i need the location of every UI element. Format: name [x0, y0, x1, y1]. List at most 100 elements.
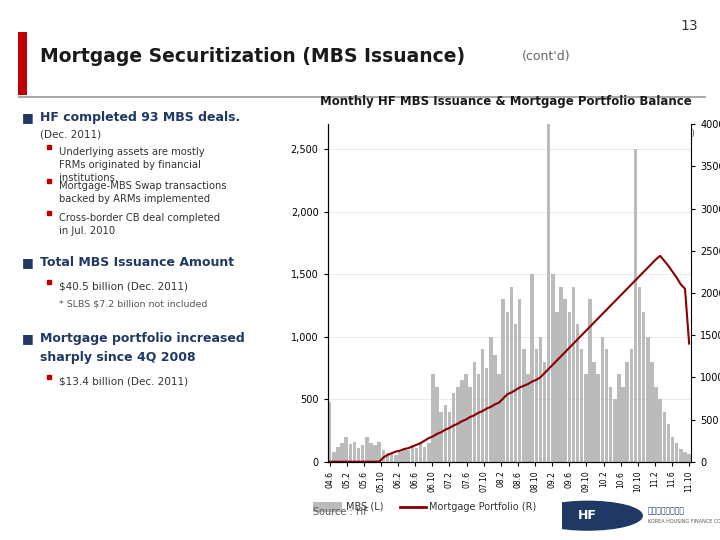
- Bar: [394, 455, 397, 462]
- Bar: [374, 446, 377, 462]
- Bar: [361, 446, 364, 462]
- Bar: [621, 387, 625, 462]
- Bar: [357, 448, 360, 462]
- Bar: [344, 437, 348, 462]
- Bar: [580, 349, 583, 462]
- Bar: [638, 287, 642, 462]
- Circle shape: [533, 501, 642, 530]
- Bar: [369, 443, 373, 462]
- Bar: [667, 424, 670, 462]
- Bar: [576, 324, 580, 462]
- Text: ■: ■: [22, 111, 33, 124]
- Bar: [382, 450, 385, 462]
- Bar: [472, 362, 476, 462]
- Bar: [646, 337, 649, 462]
- Bar: [390, 454, 393, 462]
- Bar: [481, 349, 485, 462]
- Bar: [328, 402, 331, 462]
- Text: ■: ■: [22, 332, 33, 345]
- Bar: [534, 349, 538, 462]
- Bar: [596, 374, 600, 462]
- Bar: [485, 368, 488, 462]
- Bar: [613, 399, 616, 462]
- Text: Underlying assets are mostly
FRMs originated by financial
institutions.: Underlying assets are mostly FRMs origin…: [59, 147, 204, 183]
- Bar: [348, 444, 352, 462]
- Text: HF: HF: [578, 509, 597, 522]
- Bar: [402, 449, 406, 462]
- Bar: [567, 312, 571, 462]
- Text: 한국주택금융공사: 한국주택금융공사: [648, 507, 685, 516]
- Text: (cont'd): (cont'd): [522, 50, 571, 63]
- Bar: [588, 299, 592, 462]
- Bar: [654, 387, 658, 462]
- Bar: [419, 442, 423, 462]
- Bar: [688, 454, 691, 462]
- Bar: [510, 287, 513, 462]
- Bar: [600, 337, 604, 462]
- Bar: [464, 374, 468, 462]
- Bar: [353, 442, 356, 462]
- Bar: [559, 287, 563, 462]
- Bar: [564, 299, 567, 462]
- Bar: [460, 381, 464, 462]
- Bar: [605, 349, 608, 462]
- Bar: [572, 287, 575, 462]
- Bar: [662, 411, 666, 462]
- Text: Mortgage Securitization (MBS Issuance): Mortgage Securitization (MBS Issuance): [40, 47, 464, 66]
- Bar: [439, 411, 443, 462]
- Bar: [498, 374, 501, 462]
- Text: Monthly HF MBS Issuance & Mortgage Portfolio Balance: Monthly HF MBS Issuance & Mortgage Portf…: [320, 95, 692, 108]
- Bar: [477, 374, 480, 462]
- Bar: [377, 442, 381, 462]
- Text: (KRW in billions): (KRW in billions): [621, 129, 695, 138]
- Bar: [18, 96, 706, 98]
- Bar: [398, 451, 402, 462]
- Bar: [679, 449, 683, 462]
- Bar: [406, 450, 410, 462]
- Bar: [18, 32, 27, 94]
- Bar: [415, 448, 418, 462]
- Text: (Dec. 2011): (Dec. 2011): [40, 130, 101, 140]
- Bar: [518, 299, 521, 462]
- Text: $13.4 billion (Dec. 2011): $13.4 billion (Dec. 2011): [59, 377, 188, 387]
- Text: * SLBS $7.2 billion not included: * SLBS $7.2 billion not included: [59, 300, 207, 309]
- Text: Mortgage-MBS Swap transactions
backed by ARMs implemented: Mortgage-MBS Swap transactions backed by…: [59, 181, 227, 204]
- Bar: [675, 443, 678, 462]
- Bar: [543, 362, 546, 462]
- Bar: [501, 299, 505, 462]
- Bar: [522, 349, 526, 462]
- Bar: [431, 374, 435, 462]
- Bar: [551, 274, 554, 462]
- Bar: [526, 374, 530, 462]
- Bar: [444, 406, 447, 462]
- Bar: [547, 124, 550, 462]
- Bar: [683, 451, 687, 462]
- Bar: [505, 312, 509, 462]
- Bar: [531, 274, 534, 462]
- Bar: [423, 447, 426, 462]
- Bar: [448, 411, 451, 462]
- Bar: [626, 362, 629, 462]
- Bar: [634, 149, 637, 462]
- Bar: [584, 374, 588, 462]
- Bar: [609, 387, 613, 462]
- Bar: [642, 312, 645, 462]
- Bar: [617, 374, 621, 462]
- Bar: [336, 447, 340, 462]
- Bar: [629, 349, 633, 462]
- Text: KOREA HOUSING FINANCE CORPORATION: KOREA HOUSING FINANCE CORPORATION: [648, 519, 720, 524]
- Bar: [452, 393, 455, 462]
- Text: Mortgage Portfolio (R): Mortgage Portfolio (R): [429, 502, 536, 511]
- Text: Cross-border CB deal completed
in Jul. 2010: Cross-border CB deal completed in Jul. 2…: [59, 213, 220, 237]
- Bar: [555, 312, 559, 462]
- Text: sharply since 4Q 2008: sharply since 4Q 2008: [40, 351, 195, 364]
- Text: HF completed 93 MBS deals.: HF completed 93 MBS deals.: [40, 111, 240, 124]
- Bar: [410, 446, 414, 462]
- Bar: [514, 324, 518, 462]
- Bar: [313, 502, 342, 512]
- Bar: [593, 362, 596, 462]
- Bar: [650, 362, 654, 462]
- Bar: [659, 399, 662, 462]
- Text: $40.5 billion (Dec. 2011): $40.5 billion (Dec. 2011): [59, 282, 188, 292]
- Bar: [493, 355, 497, 462]
